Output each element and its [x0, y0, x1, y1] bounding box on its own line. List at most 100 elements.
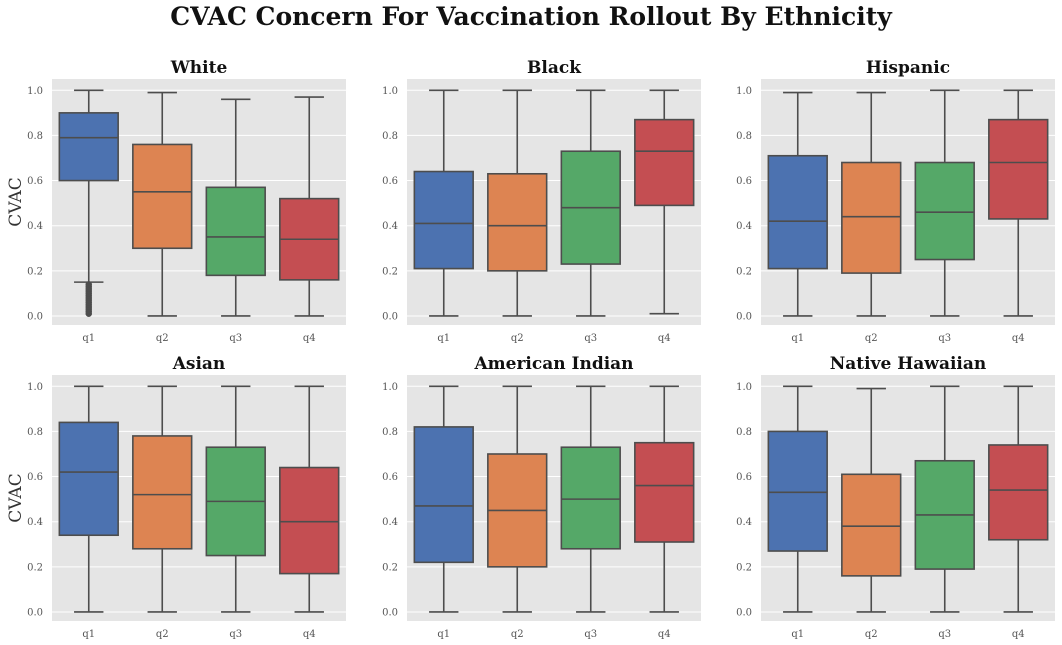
- box-q4: [634, 89, 695, 315]
- x-tick-label: q2: [511, 629, 524, 640]
- x-tick-label: q4: [658, 333, 671, 344]
- outlier-point: [85, 281, 92, 288]
- x-tick-label: q4: [303, 629, 316, 640]
- subplot-title: Asian: [172, 354, 226, 374]
- y-tick-label: 0.6: [27, 176, 43, 187]
- y-tick-label: 0.0: [736, 607, 752, 618]
- y-tick-label: 0.0: [27, 607, 43, 618]
- x-tick-label: q3: [229, 629, 242, 640]
- y-tick-label: 0.0: [27, 311, 43, 322]
- y-tick-label: 0.0: [382, 607, 398, 618]
- box-q2: [487, 385, 548, 613]
- iqr-box: [767, 430, 828, 552]
- x-tick-label: q1: [82, 333, 95, 344]
- subplot-5: 0.0 0.2 0.4 0.6 0.8 1.0 q1 q2 q3 q4 Native Hawaiia…: [736, 354, 1055, 640]
- box-q3: [560, 385, 621, 613]
- y-tick-label: 0.8: [736, 427, 752, 438]
- subplot-3: 0.0 0.2 0.4 0.6 0.8 1.0 q1 q2 q3 q4 Asian CVAC: [6, 354, 346, 640]
- x-tick-label: q2: [865, 629, 878, 640]
- y-tick-label: 1.0: [382, 382, 398, 393]
- box-q3: [560, 89, 621, 317]
- iqr-box: [413, 426, 474, 564]
- x-tick-label: q1: [791, 629, 804, 640]
- iqr-box: [767, 154, 828, 270]
- iqr-box: [205, 186, 266, 277]
- x-tick-label: q1: [437, 333, 450, 344]
- x-tick-label: q2: [511, 333, 524, 344]
- box-q4: [988, 385, 1049, 613]
- y-tick-label: 0.2: [736, 562, 752, 573]
- iqr-box: [560, 446, 621, 550]
- x-tick-label: q2: [865, 333, 878, 344]
- subplot-title: Hispanic: [866, 58, 950, 78]
- iqr-box: [988, 444, 1049, 541]
- y-tick-label: 0.2: [382, 266, 398, 277]
- y-tick-label: 0.2: [27, 266, 43, 277]
- y-tick-label: 0.6: [27, 472, 43, 483]
- x-tick-label: q4: [303, 333, 316, 344]
- subplot-title: Native Hawaiian: [830, 354, 987, 374]
- figure-title: CVAC Concern For Vaccination Rollout By …: [170, 2, 892, 31]
- iqr-box: [58, 421, 119, 537]
- y-tick-label: 0.8: [27, 131, 43, 142]
- x-tick-label: q4: [658, 629, 671, 640]
- x-tick-label: q3: [938, 333, 951, 344]
- box-q1: [413, 89, 474, 317]
- y-tick-label: 0.8: [736, 131, 752, 142]
- y-tick-label: 0.4: [27, 221, 43, 232]
- y-tick-label: 0.0: [736, 311, 752, 322]
- x-tick-label: q3: [584, 629, 597, 640]
- y-tick-label: 0.4: [736, 221, 752, 232]
- y-axis-label: CVAC: [6, 473, 26, 522]
- y-tick-label: 0.2: [736, 266, 752, 277]
- x-tick-label: q3: [229, 333, 242, 344]
- x-tick-label: q4: [1012, 629, 1025, 640]
- box-q2: [132, 385, 193, 613]
- y-tick-label: 0.8: [382, 427, 398, 438]
- x-tick-label: q3: [584, 333, 597, 344]
- y-tick-label: 1.0: [736, 86, 752, 97]
- y-tick-label: 0.6: [736, 176, 752, 187]
- x-tick-label: q1: [791, 333, 804, 344]
- x-tick-label: q1: [82, 629, 95, 640]
- y-tick-label: 0.2: [27, 562, 43, 573]
- iqr-box: [279, 466, 340, 575]
- y-tick-label: 0.6: [736, 472, 752, 483]
- box-q1: [58, 89, 119, 317]
- y-tick-label: 0.4: [382, 221, 398, 232]
- y-tick-label: 0.2: [382, 562, 398, 573]
- y-tick-label: 0.4: [382, 517, 398, 528]
- y-tick-label: 0.4: [27, 517, 43, 528]
- y-tick-label: 1.0: [382, 86, 398, 97]
- x-tick-label: q3: [938, 629, 951, 640]
- y-tick-label: 0.6: [382, 472, 398, 483]
- box-q1: [767, 91, 828, 317]
- box-q2: [487, 89, 548, 317]
- y-tick-label: 0.8: [382, 131, 398, 142]
- subplot-4: 0.0 0.2 0.4 0.6 0.8 1.0 q1 q2 q3 q4 American India…: [382, 354, 701, 640]
- iqr-box: [132, 435, 193, 550]
- iqr-box: [487, 172, 548, 272]
- y-axis-label: CVAC: [6, 177, 26, 226]
- x-tick-label: q2: [156, 629, 169, 640]
- box-q4: [634, 385, 695, 613]
- iqr-box: [841, 161, 902, 274]
- y-tick-label: 0.6: [382, 176, 398, 187]
- x-tick-label: q1: [437, 629, 450, 640]
- box-q1: [413, 385, 474, 613]
- subplot-title: White: [170, 58, 228, 78]
- box-q3: [914, 385, 975, 613]
- subplot-title: American Indian: [473, 354, 633, 374]
- iqr-box: [58, 112, 119, 182]
- box-q3: [205, 98, 266, 317]
- y-tick-label: 0.4: [736, 517, 752, 528]
- iqr-box: [634, 441, 695, 543]
- box-q2: [841, 91, 902, 317]
- box-q4: [279, 96, 340, 317]
- iqr-box: [413, 170, 474, 270]
- subplot-0: 0.0 0.2 0.4 0.6 0.8 1.0 q1 q2 q3 q4 White CVAC: [6, 58, 346, 344]
- box-q4: [279, 385, 340, 613]
- iqr-box: [841, 473, 902, 577]
